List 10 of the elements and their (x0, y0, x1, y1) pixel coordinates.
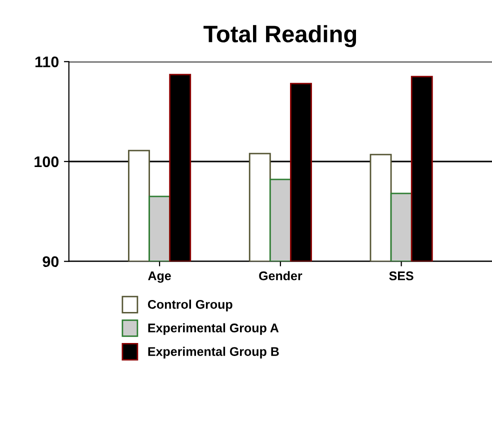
legend-label: Experimental Group B (148, 346, 279, 358)
x-tick-label: Gender (259, 271, 302, 280)
x-tick-label: SES (389, 271, 414, 280)
legend-label: Experimental Group A (148, 323, 279, 335)
y-tick-label: 100 (34, 156, 59, 168)
y-tick-label: 110 (35, 56, 59, 68)
y-tick-label: 90 (42, 256, 59, 268)
x-tick-label: Age (148, 272, 171, 283)
legend-label: Control Group (148, 300, 232, 312)
chart-title: Total Reading (204, 25, 356, 48)
